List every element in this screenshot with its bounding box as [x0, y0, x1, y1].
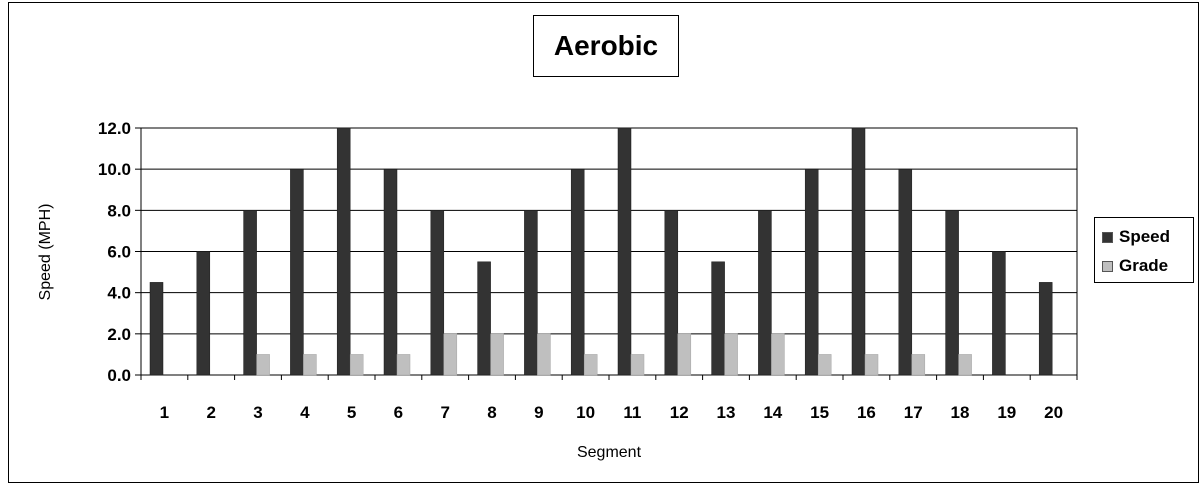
bar-grade — [817, 354, 832, 376]
y-tick-label: 6.0 — [107, 243, 131, 262]
bar-grade — [537, 333, 551, 376]
bar-speed — [711, 261, 725, 376]
bar-speed — [243, 210, 257, 376]
bar-grade — [583, 354, 598, 376]
legend-label-grade: Grade — [1119, 256, 1169, 275]
bar-grade — [349, 354, 364, 376]
x-tick-label: 16 — [857, 403, 876, 422]
x-tick-label: 2 — [206, 403, 215, 422]
bar-grade — [396, 354, 411, 376]
bar-grade — [864, 354, 879, 376]
legend-item-speed: Speed — [1102, 227, 1170, 247]
y-axis-label: Speed (MPH) — [37, 204, 54, 301]
bar-speed — [336, 127, 351, 376]
bar-speed — [430, 210, 445, 376]
chart-frame — [8, 2, 1199, 483]
bar-grade — [303, 354, 317, 376]
y-tick-label: 10.0 — [98, 160, 131, 179]
y-tick-label: 8.0 — [107, 201, 131, 220]
x-tick-label: 5 — [347, 403, 356, 422]
bar-speed — [196, 251, 211, 376]
x-tick-label: 7 — [440, 403, 449, 422]
bar-speed — [149, 282, 164, 376]
bar-grade — [256, 354, 270, 376]
bar-speed — [804, 168, 819, 376]
bar-speed — [617, 127, 632, 376]
bar-speed — [851, 127, 866, 376]
x-tick-label: 3 — [253, 403, 262, 422]
bar-grade — [490, 333, 504, 376]
x-tick-label: 20 — [1044, 403, 1063, 422]
x-tick-label: 9 — [534, 403, 543, 422]
bar-grade — [677, 333, 692, 376]
x-tick-label: 12 — [670, 403, 689, 422]
chart-title: Aerobic — [533, 15, 679, 77]
legend-item-grade: Grade — [1102, 256, 1168, 276]
legend-swatch-speed — [1102, 231, 1113, 243]
x-tick-label: 17 — [904, 403, 923, 422]
x-tick-label: 13 — [717, 403, 736, 422]
x-tick-label: 11 — [623, 403, 641, 422]
bar-grade — [724, 333, 738, 376]
x-tick-label: 6 — [394, 403, 403, 422]
bar-speed — [524, 210, 538, 376]
bar-speed — [477, 261, 491, 376]
bar-speed — [945, 210, 959, 376]
y-tick-label: 0.0 — [107, 366, 131, 385]
bar-speed — [290, 168, 304, 376]
bar-speed — [898, 168, 913, 376]
bar-grade — [911, 354, 926, 376]
x-tick-label: 8 — [487, 403, 496, 422]
legend-swatch-grade — [1102, 260, 1113, 272]
x-tick-label: 15 — [810, 403, 829, 422]
bar-grade — [771, 333, 785, 376]
bar-speed — [992, 251, 1006, 376]
y-tick-label: 12.0 — [98, 119, 131, 138]
bar-grade — [630, 354, 645, 376]
y-tick-label: 2.0 — [107, 325, 131, 344]
x-tick-label: 18 — [951, 403, 970, 422]
bar-speed — [1038, 282, 1053, 376]
x-tick-label: 1 — [160, 403, 169, 422]
y-tick-label: 4.0 — [107, 284, 131, 303]
bar-speed — [570, 168, 585, 376]
bar-speed — [758, 210, 772, 376]
x-tick-label: 4 — [300, 403, 310, 422]
bar-speed — [664, 210, 679, 376]
legend: Speed Grade — [1094, 217, 1194, 283]
x-tick-label: 14 — [763, 403, 782, 422]
x-tick-label: 19 — [997, 403, 1016, 422]
bar-grade — [958, 354, 972, 376]
x-tick-label: 10 — [576, 403, 595, 422]
legend-label-speed: Speed — [1119, 227, 1171, 246]
x-axis-label: Segment — [577, 444, 642, 461]
bar-grade — [443, 333, 458, 376]
bar-speed — [383, 168, 398, 376]
